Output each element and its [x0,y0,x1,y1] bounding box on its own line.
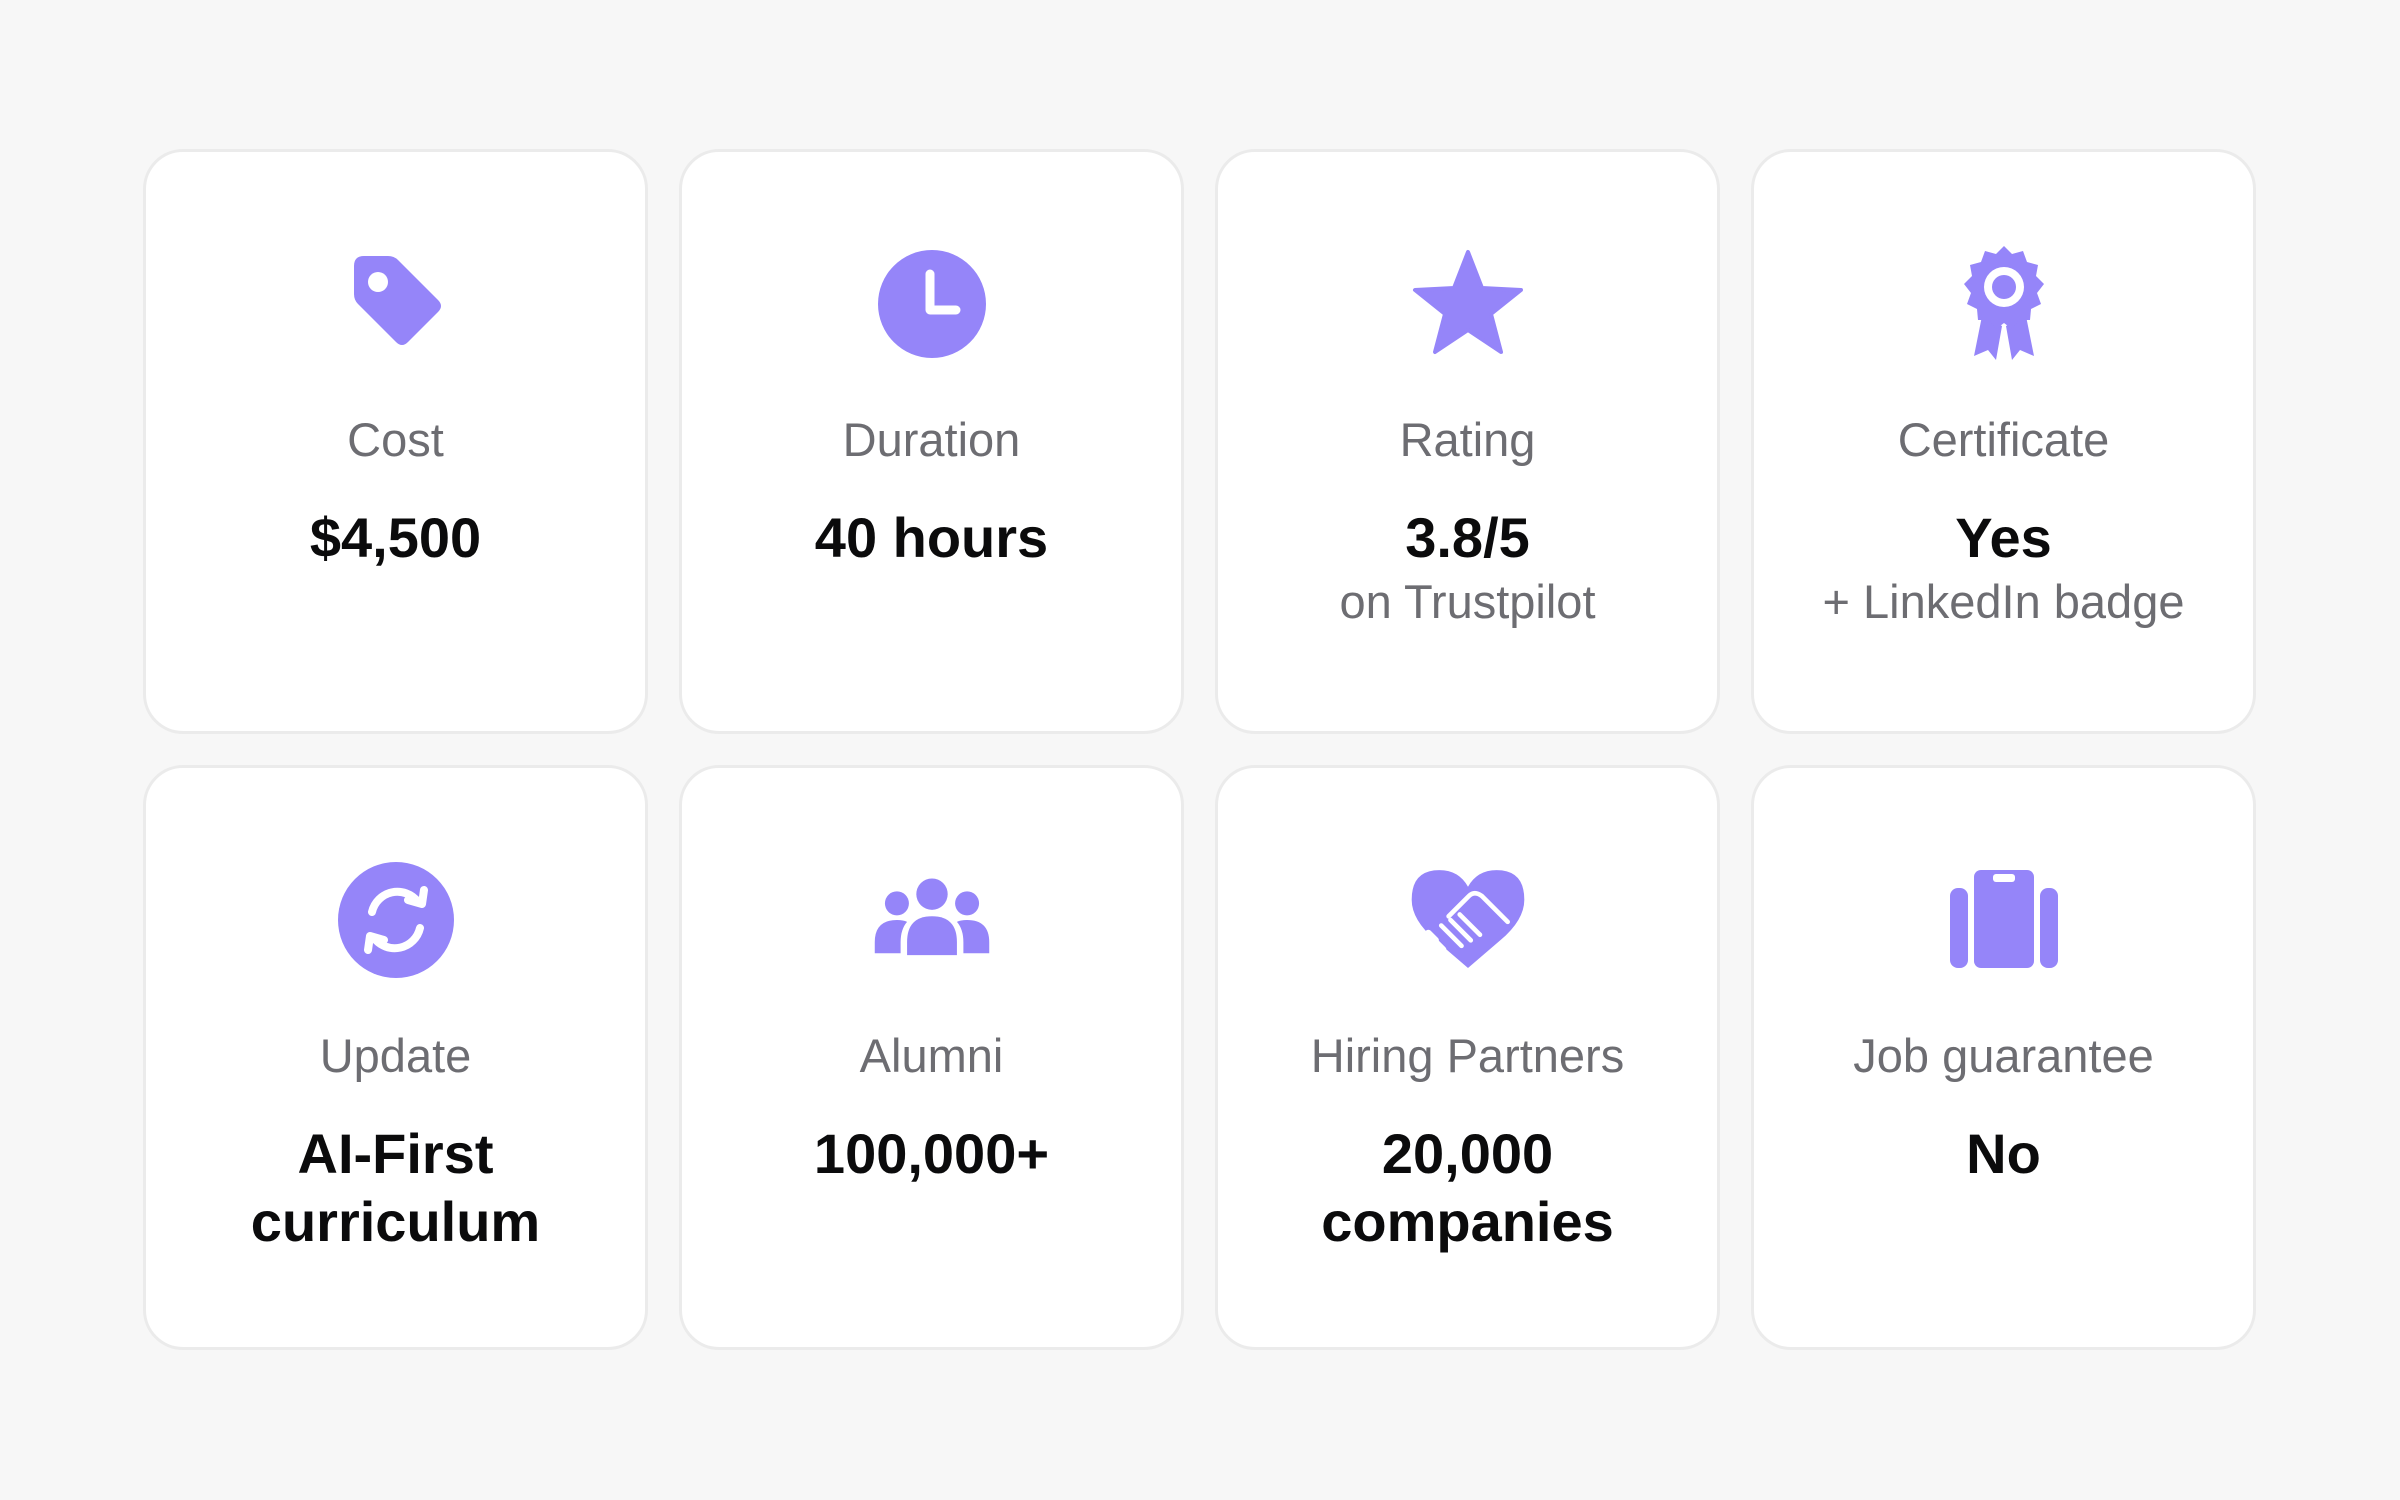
card-job-guarantee: Job guarantee No [1751,765,2256,1350]
star-icon [1408,244,1528,364]
card-sub-text: + LinkedIn badge [1823,574,2185,630]
card-value: $4,500 [310,504,481,572]
card-label: Cost [347,412,444,468]
card-value: Yes [1955,504,2052,572]
card-label: Update [320,1028,472,1084]
briefcase-icon [1944,860,2064,980]
card-label: Rating [1400,412,1536,468]
card-label: Certificate [1898,412,2110,468]
clock-icon [872,244,992,364]
card-value: 100,000+ [814,1120,1049,1188]
card-duration: Duration 40 hours [679,149,1184,734]
card-certificate: Certificate Yes + LinkedIn badge [1751,149,2256,734]
card-sub-text: on Trustpilot [1339,574,1595,630]
price-tag-icon [336,244,456,364]
card-label: Alumni [860,1028,1004,1084]
card-rating: Rating 3.8/5 on Trustpilot [1215,149,1720,734]
card-value: No [1966,1120,2041,1188]
handshake-heart-icon [1408,860,1528,980]
features-grid: Cost $4,500 Duration 40 hours Rating 3.8… [143,149,2257,1350]
card-cost: Cost $4,500 [143,149,648,734]
card-value: 40 hours [815,504,1048,572]
refresh-icon [336,860,456,980]
card-label: Hiring Partners [1311,1028,1624,1084]
award-ribbon-icon [1944,244,2064,364]
card-value: 3.8/5 [1405,504,1530,572]
card-update: Update AI-First curriculum [143,765,648,1350]
people-group-icon [872,860,992,980]
card-alumni: Alumni 100,000+ [679,765,1184,1350]
card-value: 20,000 companies [1321,1120,1614,1256]
card-value: AI-First curriculum [251,1120,540,1256]
card-hiring-partners: Hiring Partners 20,000 companies [1215,765,1720,1350]
card-label: Duration [843,412,1021,468]
card-label: Job guarantee [1853,1028,2154,1084]
